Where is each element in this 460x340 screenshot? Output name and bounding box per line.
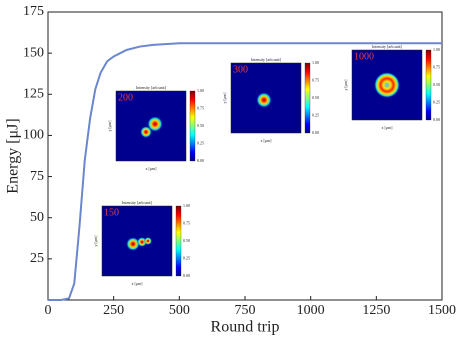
colorbar-tick-label: 0.25 <box>312 112 319 117</box>
colorbar-tick-label: 0.75 <box>312 77 319 82</box>
x-tick-label: 250 <box>103 303 124 318</box>
x-tick-label: 500 <box>169 303 190 318</box>
inset-label: 150 <box>104 207 119 218</box>
colorbar-tick-label: 0.25 <box>433 99 440 104</box>
colorbar-tick-label: 0.25 <box>183 255 190 260</box>
inset-y-label: y [μm] <box>222 92 227 104</box>
colorbar <box>425 49 432 121</box>
inset-title: Intensity [arb.unit] <box>136 85 167 90</box>
y-tick-label: 50 <box>30 210 44 225</box>
inset-x-label: x [μm] <box>382 125 394 130</box>
x-tick-label: 1250 <box>362 303 390 318</box>
inset-label: 200 <box>118 92 133 103</box>
beam-spot <box>126 237 140 251</box>
inset-title: Intensity [arb.unit] <box>122 200 153 205</box>
y-tick-label: 100 <box>23 128 44 143</box>
colorbar-tick-label: 0.75 <box>183 220 190 225</box>
colorbar-tick-label: 0.75 <box>197 105 204 110</box>
y-tick-label: 75 <box>30 169 44 184</box>
colorbar-tick-label: 0.50 <box>197 123 204 128</box>
inset-x-label: x [μm] <box>132 281 144 286</box>
y-tick-label: 150 <box>23 45 44 60</box>
colorbar-tick-label: 0.50 <box>312 95 319 100</box>
line <box>48 42 442 301</box>
beam-spot <box>144 237 152 245</box>
colorbar <box>304 62 311 134</box>
x-tick-label: 0 <box>45 303 52 318</box>
x-tick-label: 750 <box>235 303 256 318</box>
inset: Intensity [arb.unit] 1000 x [μm] y [μm] 0.00… <box>343 44 440 130</box>
colorbar-tick-label: 0.00 <box>433 117 440 122</box>
colorbar <box>189 90 196 162</box>
colorbar-tick-label: 1.00 <box>312 60 319 65</box>
beam-spot <box>374 72 400 98</box>
inset-y-label: y [μm] <box>343 79 348 91</box>
colorbar-tick-label: 1.00 <box>183 203 190 208</box>
beam-spot <box>140 126 152 138</box>
y-tick-label: 25 <box>30 251 44 266</box>
y-tick-label: 125 <box>23 87 44 102</box>
inset-label: 1000 <box>354 51 374 62</box>
colorbar-tick-label: 0.25 <box>197 140 204 145</box>
colorbar-tick-label: 0.75 <box>433 64 440 69</box>
inset-title: Intensity [arb.unit] <box>372 44 403 49</box>
inset-y-label: y [μm] <box>107 120 112 132</box>
colorbar-tick-label: 0.00 <box>183 273 190 278</box>
colorbar-tick-label: 0.00 <box>312 130 319 135</box>
inset-label: 300 <box>233 64 248 75</box>
x-tick-label: 1500 <box>428 303 456 318</box>
beam-spot <box>256 92 272 108</box>
colorbar-tick-label: 0.50 <box>183 238 190 243</box>
colorbar <box>175 205 182 277</box>
y-tick-label: 175 <box>23 4 44 19</box>
inset-x-label: x [μm] <box>146 166 158 171</box>
colorbar-tick-label: 1.00 <box>433 47 440 52</box>
inset-y-label: y [μm] <box>93 235 98 247</box>
x-tick-label: 1000 <box>297 303 325 318</box>
inset-title: Intensity [arb.unit] <box>251 57 282 62</box>
y-axis-label: Energy [μJ] <box>5 118 22 193</box>
inset-x-label: x [μm] <box>261 138 273 143</box>
x-axis-label: Round trip <box>211 319 280 336</box>
inset: Intensity [arb.unit]300 x [μm] y [μm] 0.00 0… <box>222 57 319 143</box>
colorbar-tick-label: 1.00 <box>197 88 204 93</box>
inset: Intensity [arb.unit]150 x [μm] y [μm] 0.00 0… <box>93 200 190 286</box>
inset: Intensity [arb.unit]200 x [μm] y [μm] 0.00 0… <box>107 85 204 171</box>
beam-spot <box>147 116 163 132</box>
colorbar-tick-label: 0.50 <box>433 82 440 87</box>
colorbar-tick-label: 0.00 <box>197 158 204 163</box>
